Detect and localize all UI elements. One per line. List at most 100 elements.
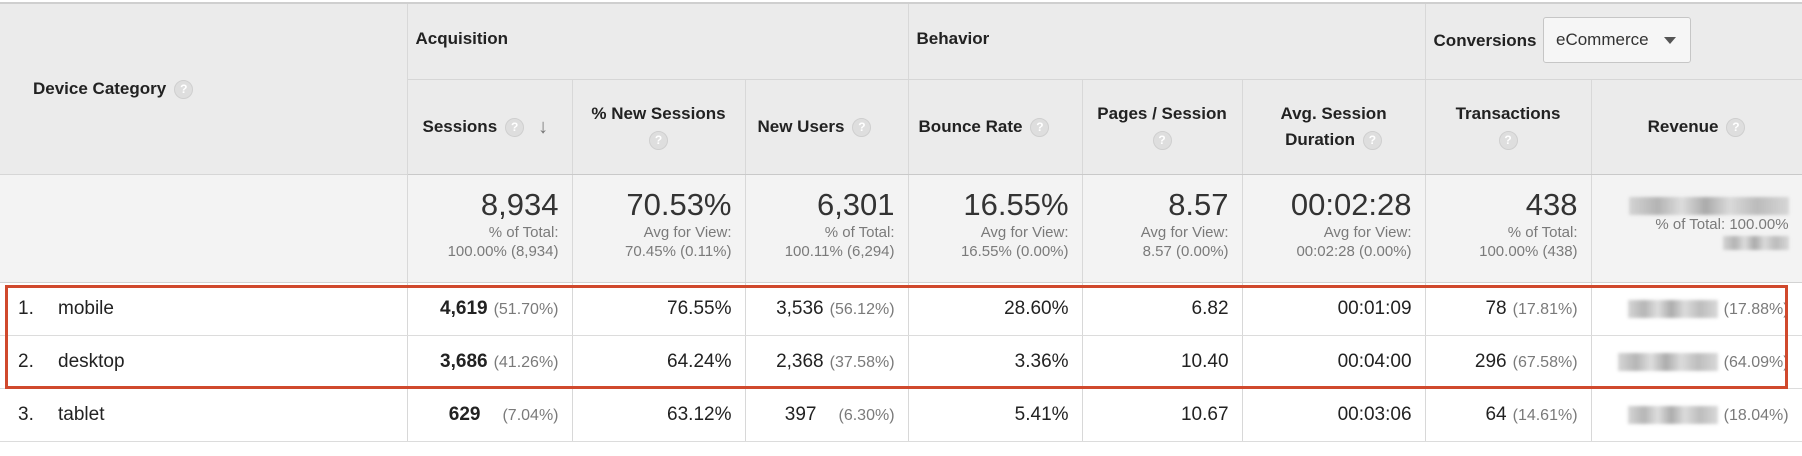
sessions-percent: (41.26%) (493, 354, 559, 371)
dropdown-caret-icon (1664, 37, 1676, 44)
group-header-acquisition: Acquisition (407, 4, 909, 80)
summary-revenue: % of Total: 100.00% (1591, 174, 1802, 283)
sessions-value: 3,686 (440, 351, 488, 372)
pages-session-cell: 10.40 (1082, 335, 1243, 389)
new-users-cell: 3,536 (56.12%) (745, 282, 909, 336)
col-header-revenue[interactable]: Revenue? (1591, 79, 1802, 175)
new-sessions-value: 76.55% (667, 298, 732, 319)
bounce-rate-value: 3.36% (1014, 351, 1069, 372)
summary-sub-value: 70.45% (0.11%) (625, 243, 732, 260)
dimension-label: Device Category (33, 78, 167, 98)
summary-sub-value: 100.00% (8,934) (447, 243, 559, 260)
summary-sub-value: 100.11% (6,294) (784, 243, 895, 260)
help-icon[interactable]: ? (1362, 131, 1382, 151)
col-label-new-users: New Users (757, 117, 845, 136)
transactions-cell: 296 (67.58%) (1425, 335, 1592, 389)
redacted-revenue-value (1617, 352, 1718, 371)
avg-duration-value: 00:01:09 (1337, 298, 1412, 319)
col-label-revenue: Revenue (1647, 117, 1719, 136)
conversions-type-dropdown[interactable]: eCommerce (1543, 17, 1691, 63)
help-icon[interactable]: ? (1030, 118, 1050, 138)
sessions-percent: (7.04%) (502, 407, 559, 424)
new-sessions-cell: 64.24% (572, 335, 746, 389)
device-cell[interactable]: 2. desktop (0, 335, 408, 389)
col-header-avg-session-duration[interactable]: Avg. Session Duration? (1242, 79, 1426, 175)
table-row[interactable]: 2. desktop 3,686 (41.26%) 64.24% 2,368 (37.… (0, 335, 1802, 389)
col-header-new-sessions[interactable]: % New Sessions? (572, 79, 746, 175)
summary-value: 70.53% (626, 187, 732, 222)
summary-sub-value: 00:02:28 (0.00%) (1296, 243, 1412, 260)
table-row[interactable]: 1. mobile 4,619 (51.70%) 76.55% 3,536 (56.1… (0, 282, 1802, 336)
col-header-pages-session[interactable]: Pages / Session? (1082, 79, 1243, 175)
revenue-percent: (64.09%) (1723, 354, 1789, 371)
col-header-new-users[interactable]: New Users? (745, 79, 909, 175)
pages-session-cell: 10.67 (1082, 388, 1243, 442)
revenue-cell: (18.04%) (1591, 388, 1802, 442)
help-icon[interactable]: ? (505, 117, 525, 137)
table-row[interactable]: 3. tablet 629 (7.04%) 63.12% 397 (6.30%) 5.… (0, 388, 1802, 442)
sessions-percent: (51.70%) (493, 301, 559, 318)
bounce-rate-cell: 5.41% (908, 388, 1083, 442)
row-index: 1. (18, 298, 34, 319)
summary-pages-session: 8.57 Avg for View: 8.57 (0.00%) (1082, 174, 1243, 283)
help-icon[interactable]: ? (1152, 131, 1172, 151)
sort-descending-icon[interactable]: ↓ (538, 116, 549, 139)
new-users-value: 3,536 (776, 298, 824, 319)
redacted-revenue-total (1722, 236, 1789, 250)
col-header-transactions[interactable]: Transactions? (1425, 79, 1592, 175)
col-header-sessions[interactable]: Sessions? ↓ (407, 79, 573, 175)
sessions-cell: 629 (7.04%) (407, 388, 573, 442)
col-label-duration: Duration (1285, 130, 1355, 149)
new-users-percent: (6.30%) (838, 407, 895, 424)
pages-session-value: 6.82 (1191, 298, 1229, 319)
device-name-link[interactable]: mobile (58, 298, 114, 319)
help-icon[interactable]: ? (852, 118, 872, 138)
transactions-cell: 64 (14.61%) (1425, 388, 1592, 442)
col-label-new-sessions: % New Sessions (591, 104, 726, 123)
summary-row: 8,934 % of Total: 100.00% (8,934) 70.53%… (0, 174, 1802, 283)
dropdown-selected-value: eCommerce (1556, 30, 1649, 49)
transactions-cell: 78 (17.81%) (1425, 282, 1592, 336)
bounce-rate-cell: 3.36% (908, 335, 1083, 389)
new-users-value: 397 (784, 404, 817, 425)
dimension-header[interactable]: Device Category? (0, 4, 408, 175)
device-name-link[interactable]: tablet (58, 404, 105, 425)
summary-value: 438 (1525, 187, 1578, 222)
help-icon[interactable]: ? (649, 131, 668, 151)
avg-duration-cell: 00:03:06 (1242, 388, 1426, 442)
redacted-revenue-value (1627, 405, 1718, 424)
summary-sub-value: 8.57 (0.00%) (1142, 243, 1229, 260)
row-index: 3. (18, 404, 34, 425)
summary-value: 6,301 (816, 187, 895, 222)
summary-sub-label: Avg for View: (643, 224, 732, 241)
revenue-percent: (18.04%) (1723, 407, 1789, 424)
transactions-percent: (67.58%) (1512, 354, 1578, 371)
redacted-revenue-value (1628, 197, 1789, 215)
col-header-bounce-rate[interactable]: Bounce Rate? (908, 79, 1083, 175)
device-cell[interactable]: 1. mobile (0, 282, 408, 336)
help-icon[interactable]: ? (1726, 118, 1746, 138)
summary-sub-label: % of Total: (488, 224, 559, 241)
device-category-table: Device Category? Acquisition Behavior Co… (0, 4, 1802, 442)
device-cell[interactable]: 3. tablet (0, 388, 408, 442)
help-icon[interactable]: ? (174, 80, 194, 99)
summary-value: 8.57 (1168, 187, 1229, 222)
summary-sub-label: Avg for View: (1140, 224, 1229, 241)
new-sessions-value: 64.24% (667, 351, 732, 372)
help-icon[interactable]: ? (1498, 131, 1518, 151)
group-label-acquisition: Acquisition (415, 29, 509, 48)
summary-sub-label: % of Total: (1507, 224, 1578, 241)
bounce-rate-value: 28.60% (1004, 298, 1069, 319)
summary-sub-value: 100.00% (438) (1479, 243, 1578, 260)
device-name-link[interactable]: desktop (58, 351, 125, 372)
new-users-cell: 2,368 (37.58%) (745, 335, 909, 389)
summary-dimension-cell (0, 174, 408, 283)
summary-sub-label: Avg for View: (980, 224, 1069, 241)
avg-duration-cell: 00:04:00 (1242, 335, 1426, 389)
new-sessions-cell: 63.12% (572, 388, 746, 442)
avg-duration-value: 00:03:06 (1337, 404, 1412, 425)
summary-sub-label: % of Total: (824, 224, 895, 241)
group-label-behavior: Behavior (916, 29, 990, 48)
col-label-transactions: Transactions (1455, 104, 1561, 123)
